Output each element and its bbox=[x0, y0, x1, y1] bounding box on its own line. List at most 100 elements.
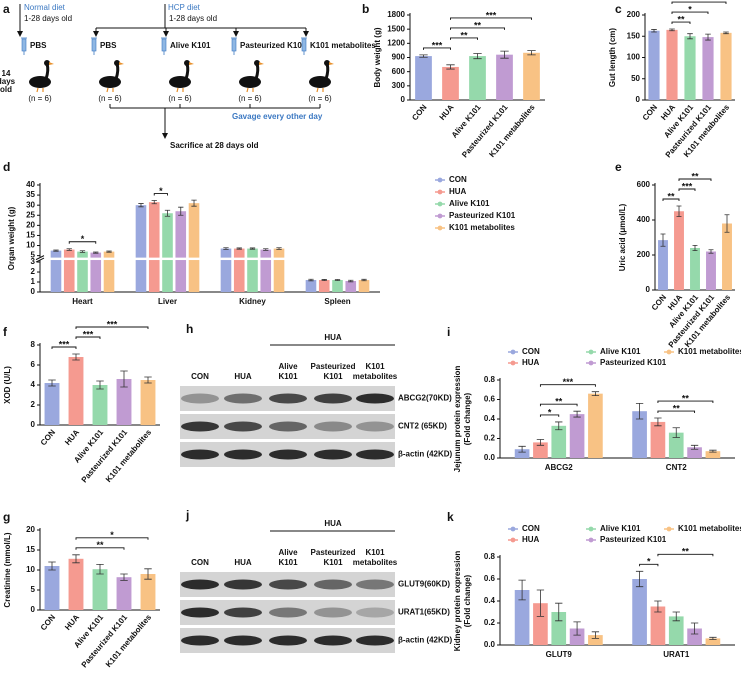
bar bbox=[345, 281, 357, 292]
y-tick-label: 15 bbox=[26, 231, 35, 240]
bar bbox=[77, 251, 88, 292]
start-age: 14 bbox=[2, 69, 11, 78]
y-tick-label: 0.0 bbox=[484, 640, 496, 649]
legend-swatch bbox=[588, 360, 594, 366]
bar bbox=[533, 603, 548, 645]
error-bar bbox=[690, 622, 699, 635]
bar bbox=[116, 577, 132, 610]
y-tick-label: 150 bbox=[627, 31, 641, 40]
syringe-icon bbox=[90, 37, 98, 56]
row-label: CNT2 (65KD) bbox=[398, 422, 447, 431]
y-tick-label: 8 bbox=[31, 340, 36, 349]
x-tick-label: HUA bbox=[438, 103, 456, 122]
significance-label: * bbox=[548, 407, 552, 417]
syringe-icon bbox=[300, 37, 308, 56]
blot-band bbox=[224, 449, 262, 460]
error-bar bbox=[446, 64, 455, 70]
blot-band bbox=[356, 607, 394, 618]
legend-swatch bbox=[510, 526, 516, 532]
significance-bracket bbox=[671, 1, 727, 5]
y-tick-label: 0.8 bbox=[484, 375, 496, 384]
start-age: days bbox=[0, 77, 16, 86]
significance-bracket bbox=[75, 336, 101, 339]
goose-icon bbox=[307, 58, 336, 94]
error-bar bbox=[348, 279, 354, 283]
blot-band bbox=[181, 449, 219, 460]
y-tick-label: 1800 bbox=[387, 10, 405, 19]
error-bar bbox=[724, 214, 730, 233]
error-bar bbox=[79, 250, 86, 253]
x-tick-label: URAT1 bbox=[663, 650, 690, 659]
blot-band bbox=[181, 393, 219, 404]
significance-bracket bbox=[639, 563, 659, 567]
error-bar bbox=[93, 251, 99, 254]
significance-bracket bbox=[657, 410, 696, 414]
blot-band bbox=[181, 635, 219, 646]
significance-bracket bbox=[671, 21, 691, 25]
bar bbox=[188, 203, 200, 292]
y-tick-label: 0 bbox=[646, 285, 651, 294]
significance-bracket bbox=[539, 414, 560, 417]
legend-swatch bbox=[437, 213, 443, 219]
legend-swatch bbox=[510, 360, 516, 366]
significance-bracket bbox=[153, 193, 168, 196]
y-tick-label: 10 bbox=[26, 565, 35, 574]
significance-label: *** bbox=[83, 329, 94, 339]
bar bbox=[103, 251, 115, 292]
y-tick-label: 5 bbox=[31, 251, 36, 260]
significance-bracket bbox=[678, 188, 696, 191]
blot-band bbox=[224, 579, 262, 590]
legend-label: K101 metabolites bbox=[678, 524, 741, 533]
bar bbox=[63, 249, 75, 292]
bar bbox=[260, 249, 272, 292]
x-tick-label: CON bbox=[410, 103, 428, 123]
significance-bracket bbox=[678, 178, 712, 181]
y-tick-label: 100 bbox=[627, 53, 641, 62]
error-bar bbox=[334, 279, 341, 281]
y-tick-label: 400 bbox=[637, 215, 651, 224]
error-bar bbox=[635, 403, 644, 420]
error-bar bbox=[654, 600, 662, 613]
significance-label: *** bbox=[486, 10, 497, 20]
error-bar bbox=[120, 573, 128, 581]
row-label: URAT1(65KD) bbox=[398, 608, 450, 617]
legend-label: K101 metabolites bbox=[449, 223, 515, 232]
blot-group: HUA bbox=[324, 519, 342, 528]
bar bbox=[332, 280, 343, 292]
significance-bracket bbox=[450, 17, 532, 20]
x-tick-label: Spleen bbox=[324, 297, 350, 306]
bar bbox=[162, 213, 173, 292]
goose-icon bbox=[97, 58, 126, 94]
significance-label: *** bbox=[432, 40, 443, 50]
significance-bracket bbox=[68, 241, 97, 244]
bar bbox=[247, 248, 258, 292]
group-label: PBS bbox=[30, 41, 47, 50]
legend-label: Pasteurized K101 bbox=[600, 535, 667, 544]
x-tick-label: Pasteurized K101 bbox=[460, 102, 510, 159]
y-tick-label: 200 bbox=[637, 250, 651, 259]
legend-label: Pasteurized K101 bbox=[600, 358, 667, 367]
legend-label: K101 metabolites bbox=[678, 347, 741, 356]
error-bar bbox=[361, 278, 367, 282]
blot-band bbox=[269, 449, 307, 460]
y-tick-label: 1500 bbox=[387, 24, 405, 33]
error-bar bbox=[72, 353, 80, 361]
significance-bracket bbox=[75, 547, 125, 550]
significance-label: ** bbox=[96, 540, 104, 550]
group-label: K101 metabolites bbox=[310, 41, 376, 50]
significance-label: * bbox=[688, 4, 692, 14]
error-bar bbox=[223, 247, 229, 250]
legend-label: Alive K101 bbox=[600, 347, 641, 356]
legend-swatch bbox=[437, 189, 443, 195]
bar bbox=[720, 32, 732, 100]
panel-letter: i bbox=[447, 325, 450, 339]
error-bar bbox=[321, 279, 327, 282]
lane-label: Alive bbox=[278, 548, 298, 557]
error-bar bbox=[654, 417, 662, 427]
row-label: β-actin (42KD) bbox=[398, 450, 453, 459]
syringe-icon bbox=[230, 37, 238, 56]
error-bar bbox=[518, 579, 526, 601]
lane-label: K101 bbox=[323, 558, 343, 567]
error-bar bbox=[555, 421, 563, 431]
blot-band bbox=[356, 421, 394, 432]
